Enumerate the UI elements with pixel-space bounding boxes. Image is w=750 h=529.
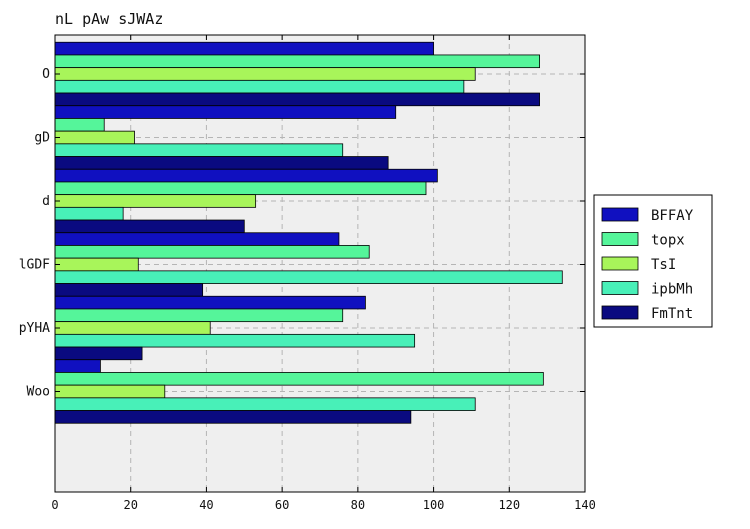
bar-ipbMh-lGDF <box>54 270 563 284</box>
y-tick-label: d <box>42 194 50 209</box>
bar-FmTnt-gD <box>54 156 389 170</box>
bar-FmTnt-Woo <box>54 410 412 424</box>
x-tick-label: 40 <box>199 498 213 512</box>
bar-FmTnt-lGDF <box>54 283 204 297</box>
x-tick-label: 100 <box>423 498 445 512</box>
x-tick-label: 0 <box>51 498 58 512</box>
bar-TsI-Woo <box>54 384 166 399</box>
legend-label-FmTnt: FmTnt <box>651 306 693 322</box>
x-tick-label: 80 <box>351 498 365 512</box>
y-tick-label: gD <box>34 131 50 146</box>
legend-label-topx: topx <box>651 233 685 249</box>
y-tick-label: lGDF <box>19 258 50 273</box>
bar-BFFAY-lGDF <box>54 232 340 246</box>
x-tick-label: 60 <box>275 498 289 512</box>
bar-ipbMh-gD <box>54 143 344 157</box>
y-tick-label: pYHA <box>19 321 50 336</box>
bar-BFFAY-pYHA <box>54 295 366 310</box>
bar-FmTnt-pYHA <box>54 346 143 361</box>
legend-swatch-FmTnt <box>601 305 639 320</box>
y-tick-label: O <box>42 67 50 82</box>
bar-topx-Woo <box>54 372 544 386</box>
bar-BFFAY-Woo <box>54 359 101 373</box>
legend-label-ipbMh: ipbMh <box>651 282 693 298</box>
bar-TsI-lGDF <box>54 257 139 272</box>
legend-swatch-topx <box>601 232 639 246</box>
legend-label-BFFAY: BFFAY <box>651 208 694 224</box>
bar-ipbMh-d <box>54 206 124 221</box>
chart-title: nL pAw sJWAz <box>55 10 163 28</box>
bar-TsI-gD <box>54 130 135 145</box>
legend-swatch-ipbMh <box>601 281 639 295</box>
x-tick-label: 20 <box>123 498 137 512</box>
bar-topx-lGDF <box>54 245 370 259</box>
bar-ipbMh-Woo <box>54 397 476 411</box>
x-tick-label: 140 <box>574 498 596 512</box>
legend-swatch-TsI <box>601 256 639 271</box>
plot-frame <box>54 34 586 493</box>
bar-BFFAY-d <box>54 168 438 183</box>
bar-ipbMh-pYHA <box>54 333 416 348</box>
x-tick-label: 120 <box>498 498 520 512</box>
bar-FmTnt-O <box>54 92 540 107</box>
bar-BFFAY-gD <box>54 105 397 119</box>
y-tick-label: Woo <box>27 385 50 400</box>
legend-swatch-BFFAY <box>601 207 639 222</box>
bar-topx-gD <box>54 118 105 132</box>
bar-topx-d <box>54 181 427 196</box>
bar-ipbMh-O <box>54 79 465 94</box>
bar-TsI-O <box>54 67 476 81</box>
legend-label-TsI: TsI <box>651 257 676 273</box>
bar-TsI-d <box>54 194 257 208</box>
bar-FmTnt-d <box>54 219 245 234</box>
bar-topx-O <box>54 54 540 69</box>
bar-TsI-pYHA <box>54 321 211 335</box>
bar-BFFAY-O <box>54 41 434 56</box>
bar-topx-pYHA <box>54 308 344 323</box>
